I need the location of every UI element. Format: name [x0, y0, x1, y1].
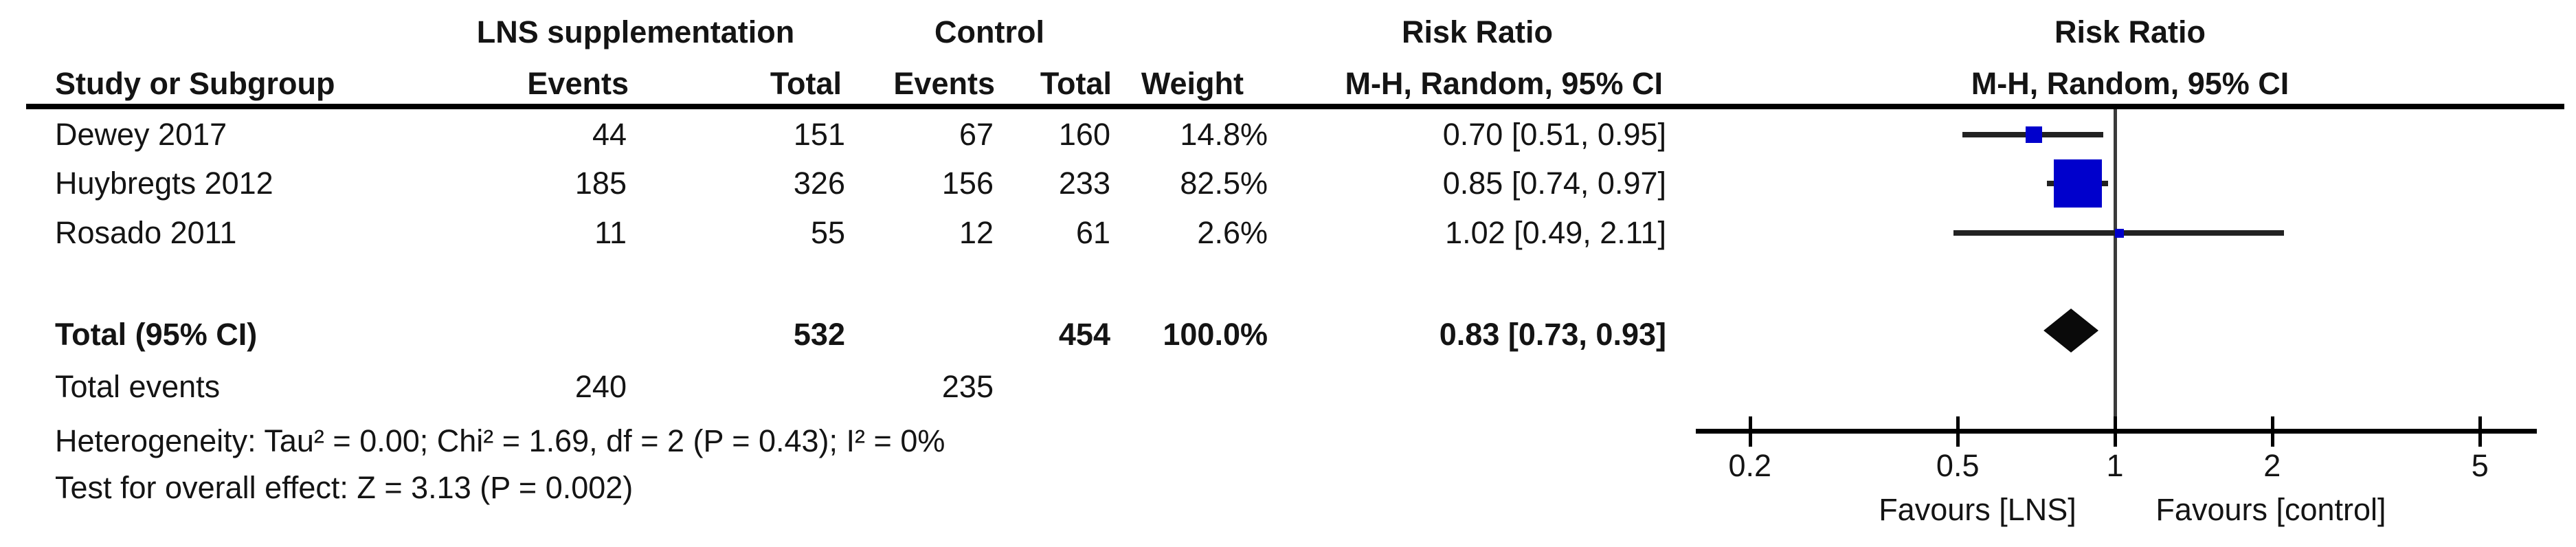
treatment-total-value: 55 [810, 215, 845, 250]
axis-tick-label: 0.5 [1936, 448, 1980, 483]
heterogeneity-text: Heterogeneity: Tau² = 0.00; Chi² = 1.69,… [55, 423, 945, 458]
group-header-treatment: LNS supplementation [476, 14, 795, 49]
total-label: Total (95% CI) [55, 317, 258, 352]
study-label: Dewey 2017 [55, 117, 227, 152]
col-header-study: Study or Subgroup [55, 66, 335, 101]
col-header-control-total: Total [1040, 66, 1112, 101]
treatment-events-value: 44 [592, 117, 627, 152]
axis-tick [1956, 416, 1960, 447]
axis-tick [2478, 416, 2483, 447]
overall-effect-text: Test for overall effect: Z = 3.13 (P = 0… [55, 470, 634, 505]
axis-tick-label: 2 [2263, 448, 2281, 483]
col-header-control-events: Events [893, 66, 995, 101]
axis-tick [1748, 416, 1752, 447]
weight-value: 14.8% [1180, 117, 1268, 152]
total-risk-ratio: 0.83 [0.73, 0.93] [1439, 317, 1666, 352]
col-header-treatment-total: Total [770, 66, 842, 101]
weight-value: 82.5% [1180, 166, 1268, 201]
col-header-treatment-events: Events [527, 66, 629, 101]
weight-value: 2.6% [1197, 215, 1268, 250]
header-separator-line [26, 104, 2564, 109]
total-diamond [2043, 309, 2099, 353]
risk-ratio-value: 1.02 [0.49, 2.11] [1445, 215, 1666, 250]
risk-ratio-value: 0.85 [0.74, 0.97] [1442, 166, 1666, 201]
risk-ratio-value: 0.70 [0.51, 0.95] [1442, 117, 1666, 152]
total-events-control: 235 [941, 369, 994, 404]
total-events-treatment: 240 [574, 369, 627, 404]
control-total-value: 233 [1058, 166, 1110, 201]
control-events-value: 67 [959, 117, 994, 152]
total-events-label: Total events [55, 369, 221, 404]
treatment-events-value: 185 [574, 166, 627, 201]
effect-square [2026, 126, 2043, 143]
effect-square [2054, 159, 2103, 208]
col-header-mh-text: M-H, Random, 95% CI [1345, 66, 1663, 101]
control-total-value: 160 [1058, 117, 1110, 152]
control-events-value: 12 [959, 215, 994, 250]
col-header-mh-plot: M-H, Random, 95% CI [1971, 66, 2289, 101]
axis-tick [2270, 416, 2274, 447]
axis-tick-label: 5 [2471, 448, 2489, 483]
total-treatment-total: 532 [793, 317, 845, 352]
effect-square [2115, 228, 2125, 238]
control-events-value: 156 [941, 166, 994, 201]
control-total-value: 61 [1075, 215, 1110, 250]
group-header-risk-ratio-text: Risk Ratio [1401, 14, 1554, 49]
treatment-total-value: 326 [793, 166, 845, 201]
group-header-control: Control [934, 14, 1044, 49]
total-weight: 100.0% [1163, 317, 1268, 352]
reference-line [2114, 109, 2117, 432]
study-label: Rosado 2011 [55, 215, 237, 250]
treatment-total-value: 151 [793, 117, 845, 152]
treatment-events-value: 11 [594, 215, 627, 250]
favours-right-label: Favours [control] [2155, 492, 2386, 527]
group-header-risk-ratio-plot: Risk Ratio [2054, 14, 2206, 49]
axis-tick-label: 1 [2106, 448, 2124, 483]
col-header-weight: Weight [1141, 66, 1244, 101]
total-control-total: 454 [1058, 317, 1110, 352]
axis-tick [2114, 416, 2117, 447]
study-label: Huybregts 2012 [55, 166, 273, 201]
favours-left-label: Favours [LNS] [1879, 492, 2076, 527]
axis-tick-label: 0.2 [1728, 448, 1772, 483]
